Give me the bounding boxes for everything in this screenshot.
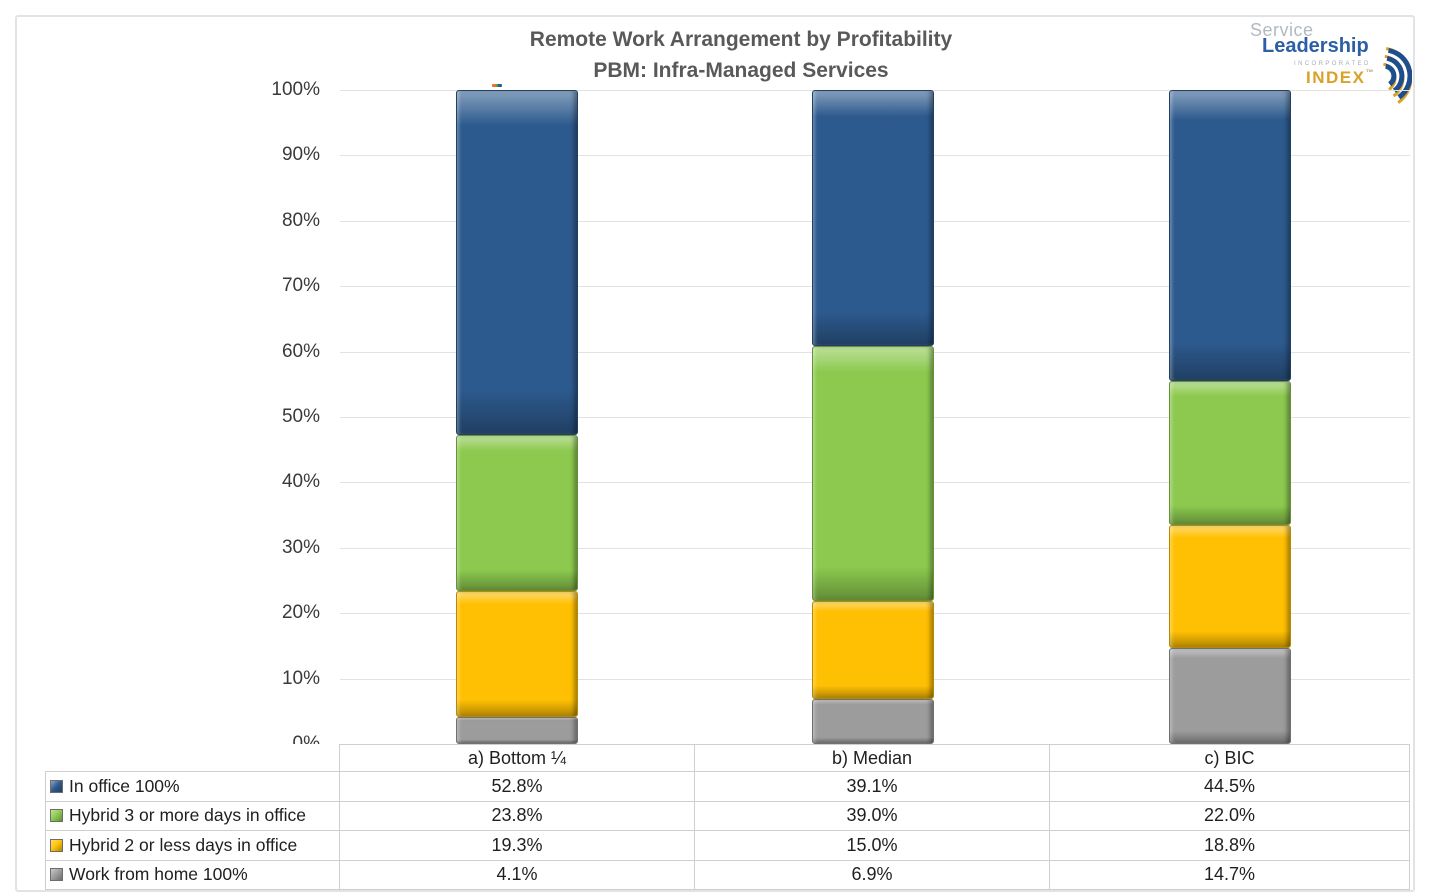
y-axis-tick-label: 30% [281,536,320,558]
legend-key-swatch [50,838,63,852]
stacked-bar-b-median [812,90,934,744]
y-axis-tick-label: 20% [281,602,320,624]
trademark-symbol: ™ [1365,68,1374,77]
segment-in-office-100 [1169,90,1291,382]
y-axis-tick-label: 70% [281,275,320,297]
value-cell-hybrid-3-or-more-days-in-office-b-median: 39.0% [695,801,1050,831]
chart-title-line2: PBM: Infra-Managed Services [593,59,889,82]
stacked-bar-a-bottom [456,90,578,744]
logo-index-text: INDEX™ [1306,68,1374,87]
value-cell-in-office-100-b-median: 39.1% [695,772,1050,802]
stray-pixels-artifact [492,84,502,87]
table-header-cell-b-median: b) Median [695,744,1050,772]
value-cell-hybrid-2-or-less-days-in-office-b-median: 15.0% [695,831,1050,861]
y-axis-tick-label: 90% [281,144,320,166]
y-axis-tick-label: 100% [271,79,320,100]
segment-in-office-100 [812,90,934,346]
y-axis-tick-label: 60% [281,340,320,362]
legend-cell-hybrid-2-or-less-days-in-office: Hybrid 2 or less days in office [45,831,340,861]
table-header-cell-a-bottom: a) Bottom ¼ [340,744,695,772]
segment-work-from-home-100 [456,717,578,744]
segment-hybrid-2-or-less-days-in-office [456,590,578,718]
chart-title-line1: Remote Work Arrangement by Profitability [529,28,953,51]
logo-leadership-text: Leadership [1262,35,1369,57]
logo-service-text: Service [1250,20,1314,40]
legend-label: Hybrid 3 or more days in office [69,805,307,826]
segment-hybrid-2-or-less-days-in-office [812,600,934,699]
segment-work-from-home-100 [812,698,934,744]
value-cell-hybrid-2-or-less-days-in-office-a-bottom: 19.3% [340,831,695,861]
value-cell-work-from-home-100-c-bic: 14.7% [1050,860,1410,890]
logo-arcs-icon [1383,47,1412,104]
y-axis-tick-label: 10% [281,667,320,689]
y-axis-tick-label: 80% [281,209,320,231]
legend-key-swatch [50,868,63,882]
brand-logo: Service Leadership INCORPORATED INDEX™ [1246,18,1414,104]
value-cell-in-office-100-c-bic: 44.5% [1050,772,1410,802]
legend-cell-work-from-home-100: Work from home 100% [45,860,340,890]
value-cell-work-from-home-100-a-bottom: 4.1% [340,860,695,890]
table-header-cell-c-bic: c) BIC [1050,744,1410,772]
value-cell-hybrid-3-or-more-days-in-office-c-bic: 22.0% [1050,801,1410,831]
value-cell-in-office-100-a-bottom: 52.8% [340,772,695,802]
stacked-bar-c-bic [1169,90,1291,744]
segment-hybrid-3-or-more-days-in-office [456,435,578,591]
legend-cell-hybrid-3-or-more-days-in-office: Hybrid 3 or more days in office [45,801,340,831]
logo-incorporated-text: INCORPORATED [1294,61,1371,67]
value-cell-hybrid-3-or-more-days-in-office-a-bottom: 23.8% [340,801,695,831]
segment-hybrid-3-or-more-days-in-office [812,345,934,601]
y-axis-tick-label: 50% [281,406,320,427]
table-header-blank-cell [45,744,340,772]
value-cell-work-from-home-100-b-median: 6.9% [695,860,1050,890]
legend-label: In office 100% [69,775,180,796]
data-table: a) Bottom ¼ b) Median c) BIC In office 100%… [45,744,1410,890]
segment-hybrid-3-or-more-days-in-office [1169,381,1291,525]
segment-work-from-home-100 [1169,647,1291,744]
chart-title: Remote Work Arrangement by Profitability… [0,24,1432,86]
segment-in-office-100 [456,90,578,436]
legend-key-swatch [50,809,63,823]
legend-label: Hybrid 2 or less days in office [69,834,298,855]
segment-hybrid-2-or-less-days-in-office [1169,524,1291,648]
legend-key-swatch [50,779,63,793]
y-axis-tick-label: 40% [281,471,320,493]
legend-label: Work from home 100% [69,864,248,885]
legend-cell-in-office-100: In office 100% [45,772,340,802]
value-cell-hybrid-2-or-less-days-in-office-c-bic: 18.8% [1050,831,1410,861]
